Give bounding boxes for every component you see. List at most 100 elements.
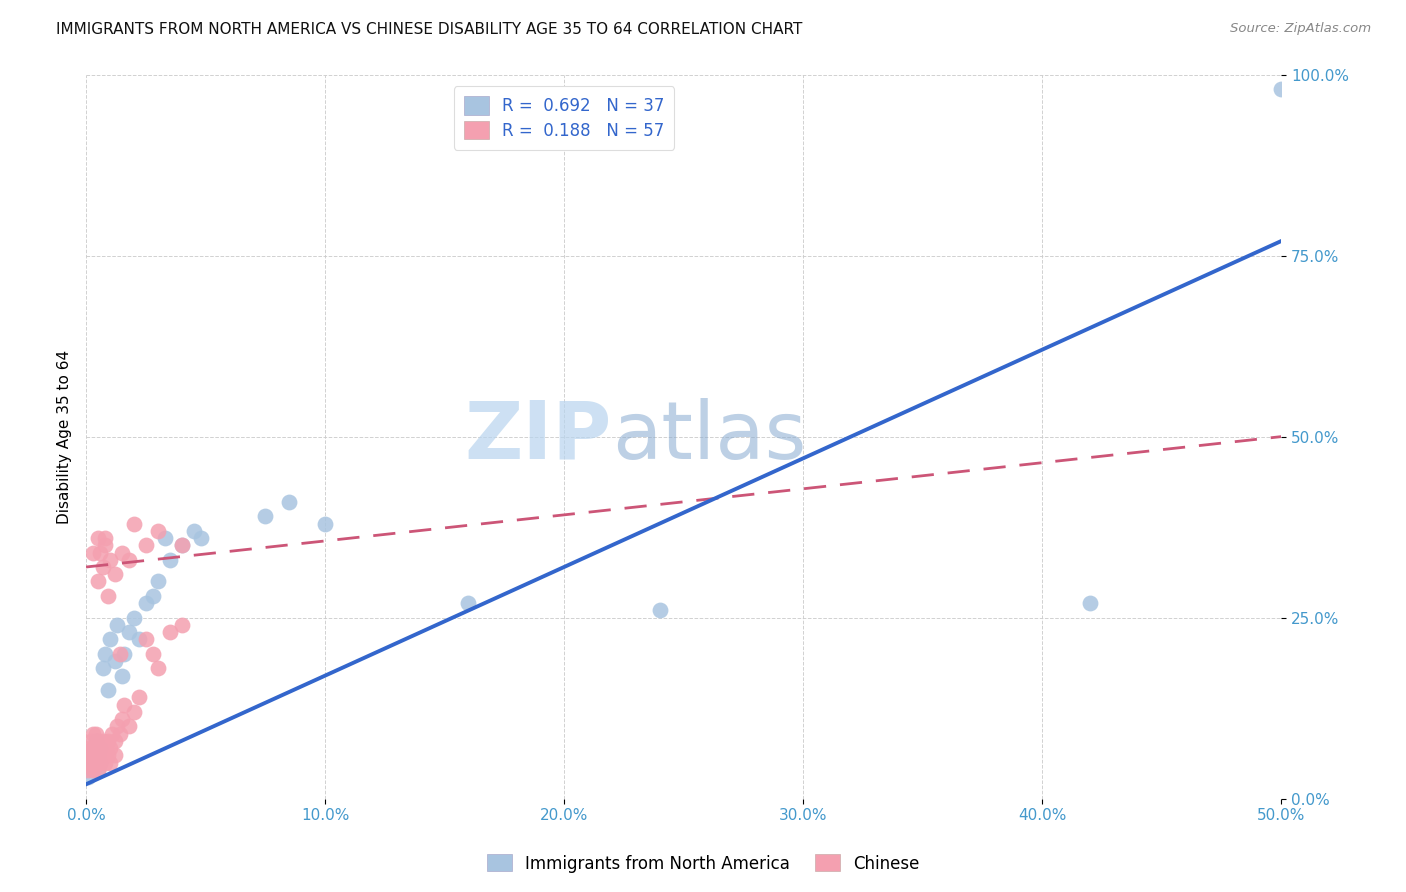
- Point: [254, 509, 277, 524]
- Point: [89, 756, 111, 770]
- Point: [91, 734, 114, 748]
- Point: [98, 741, 121, 756]
- Legend: R =  0.692   N = 37, R =  0.188   N = 57: R = 0.692 N = 37, R = 0.188 N = 57: [454, 87, 675, 150]
- Text: IMMIGRANTS FROM NORTH AMERICA VS CHINESE DISABILITY AGE 35 TO 64 CORRELATION CHA: IMMIGRANTS FROM NORTH AMERICA VS CHINESE…: [56, 22, 803, 37]
- Point: [94, 741, 117, 756]
- Point: [94, 756, 117, 770]
- Point: [87, 734, 110, 748]
- Point: [183, 524, 205, 538]
- Point: [104, 654, 127, 668]
- Point: [118, 625, 141, 640]
- Point: [89, 545, 111, 559]
- Point: [82, 741, 104, 756]
- Point: [104, 734, 127, 748]
- Point: [111, 545, 134, 559]
- Point: [142, 647, 165, 661]
- Point: [111, 668, 134, 682]
- Point: [80, 734, 103, 748]
- Point: [82, 726, 104, 740]
- Point: [159, 625, 181, 640]
- Point: [87, 763, 110, 777]
- Point: [97, 683, 120, 698]
- Point: [146, 524, 169, 538]
- Point: [87, 748, 110, 763]
- Point: [84, 726, 107, 740]
- Point: [84, 741, 107, 756]
- Point: [89, 741, 111, 756]
- Point: [84, 756, 107, 770]
- Point: [135, 596, 157, 610]
- Point: [80, 756, 103, 770]
- Point: [112, 698, 135, 712]
- Point: [159, 553, 181, 567]
- Point: [112, 647, 135, 661]
- Point: [153, 531, 176, 545]
- Point: [98, 632, 121, 647]
- Point: [648, 603, 671, 617]
- Point: [314, 516, 336, 531]
- Point: [104, 748, 127, 763]
- Point: [101, 726, 124, 740]
- Point: [87, 531, 110, 545]
- Point: [91, 661, 114, 675]
- Point: [1270, 82, 1292, 96]
- Point: [89, 741, 111, 756]
- Point: [118, 553, 141, 567]
- Point: [80, 748, 103, 763]
- Point: [142, 589, 165, 603]
- Point: [87, 574, 110, 589]
- Point: [111, 712, 134, 726]
- Point: [122, 516, 145, 531]
- Point: [128, 690, 150, 705]
- Point: [170, 538, 193, 552]
- Point: [146, 574, 169, 589]
- Legend: Immigrants from North America, Chinese: Immigrants from North America, Chinese: [479, 847, 927, 880]
- Point: [104, 567, 127, 582]
- Text: ZIP: ZIP: [464, 398, 612, 475]
- Point: [170, 618, 193, 632]
- Point: [105, 719, 128, 733]
- Point: [135, 538, 157, 552]
- Y-axis label: Disability Age 35 to 64: Disability Age 35 to 64: [58, 350, 72, 524]
- Point: [82, 763, 104, 777]
- Point: [108, 647, 131, 661]
- Point: [97, 734, 120, 748]
- Point: [146, 661, 169, 675]
- Point: [77, 770, 100, 784]
- Point: [77, 741, 100, 756]
- Point: [80, 748, 103, 763]
- Point: [457, 596, 479, 610]
- Point: [87, 748, 110, 763]
- Point: [170, 538, 193, 552]
- Point: [84, 734, 107, 748]
- Text: Source: ZipAtlas.com: Source: ZipAtlas.com: [1230, 22, 1371, 36]
- Point: [135, 632, 157, 647]
- Point: [1078, 596, 1101, 610]
- Point: [98, 553, 121, 567]
- Point: [105, 618, 128, 632]
- Point: [128, 632, 150, 647]
- Point: [94, 647, 117, 661]
- Point: [122, 705, 145, 719]
- Point: [97, 748, 120, 763]
- Point: [91, 748, 114, 763]
- Point: [82, 741, 104, 756]
- Point: [98, 756, 121, 770]
- Point: [82, 545, 104, 559]
- Point: [118, 719, 141, 733]
- Point: [94, 538, 117, 552]
- Point: [278, 495, 301, 509]
- Text: atlas: atlas: [612, 398, 806, 475]
- Point: [77, 748, 100, 763]
- Point: [84, 756, 107, 770]
- Point: [89, 756, 111, 770]
- Point: [91, 560, 114, 574]
- Point: [122, 610, 145, 624]
- Point: [82, 763, 104, 777]
- Point: [108, 726, 131, 740]
- Point: [80, 756, 103, 770]
- Point: [97, 589, 120, 603]
- Point: [190, 531, 212, 545]
- Point: [77, 763, 100, 777]
- Point: [87, 763, 110, 777]
